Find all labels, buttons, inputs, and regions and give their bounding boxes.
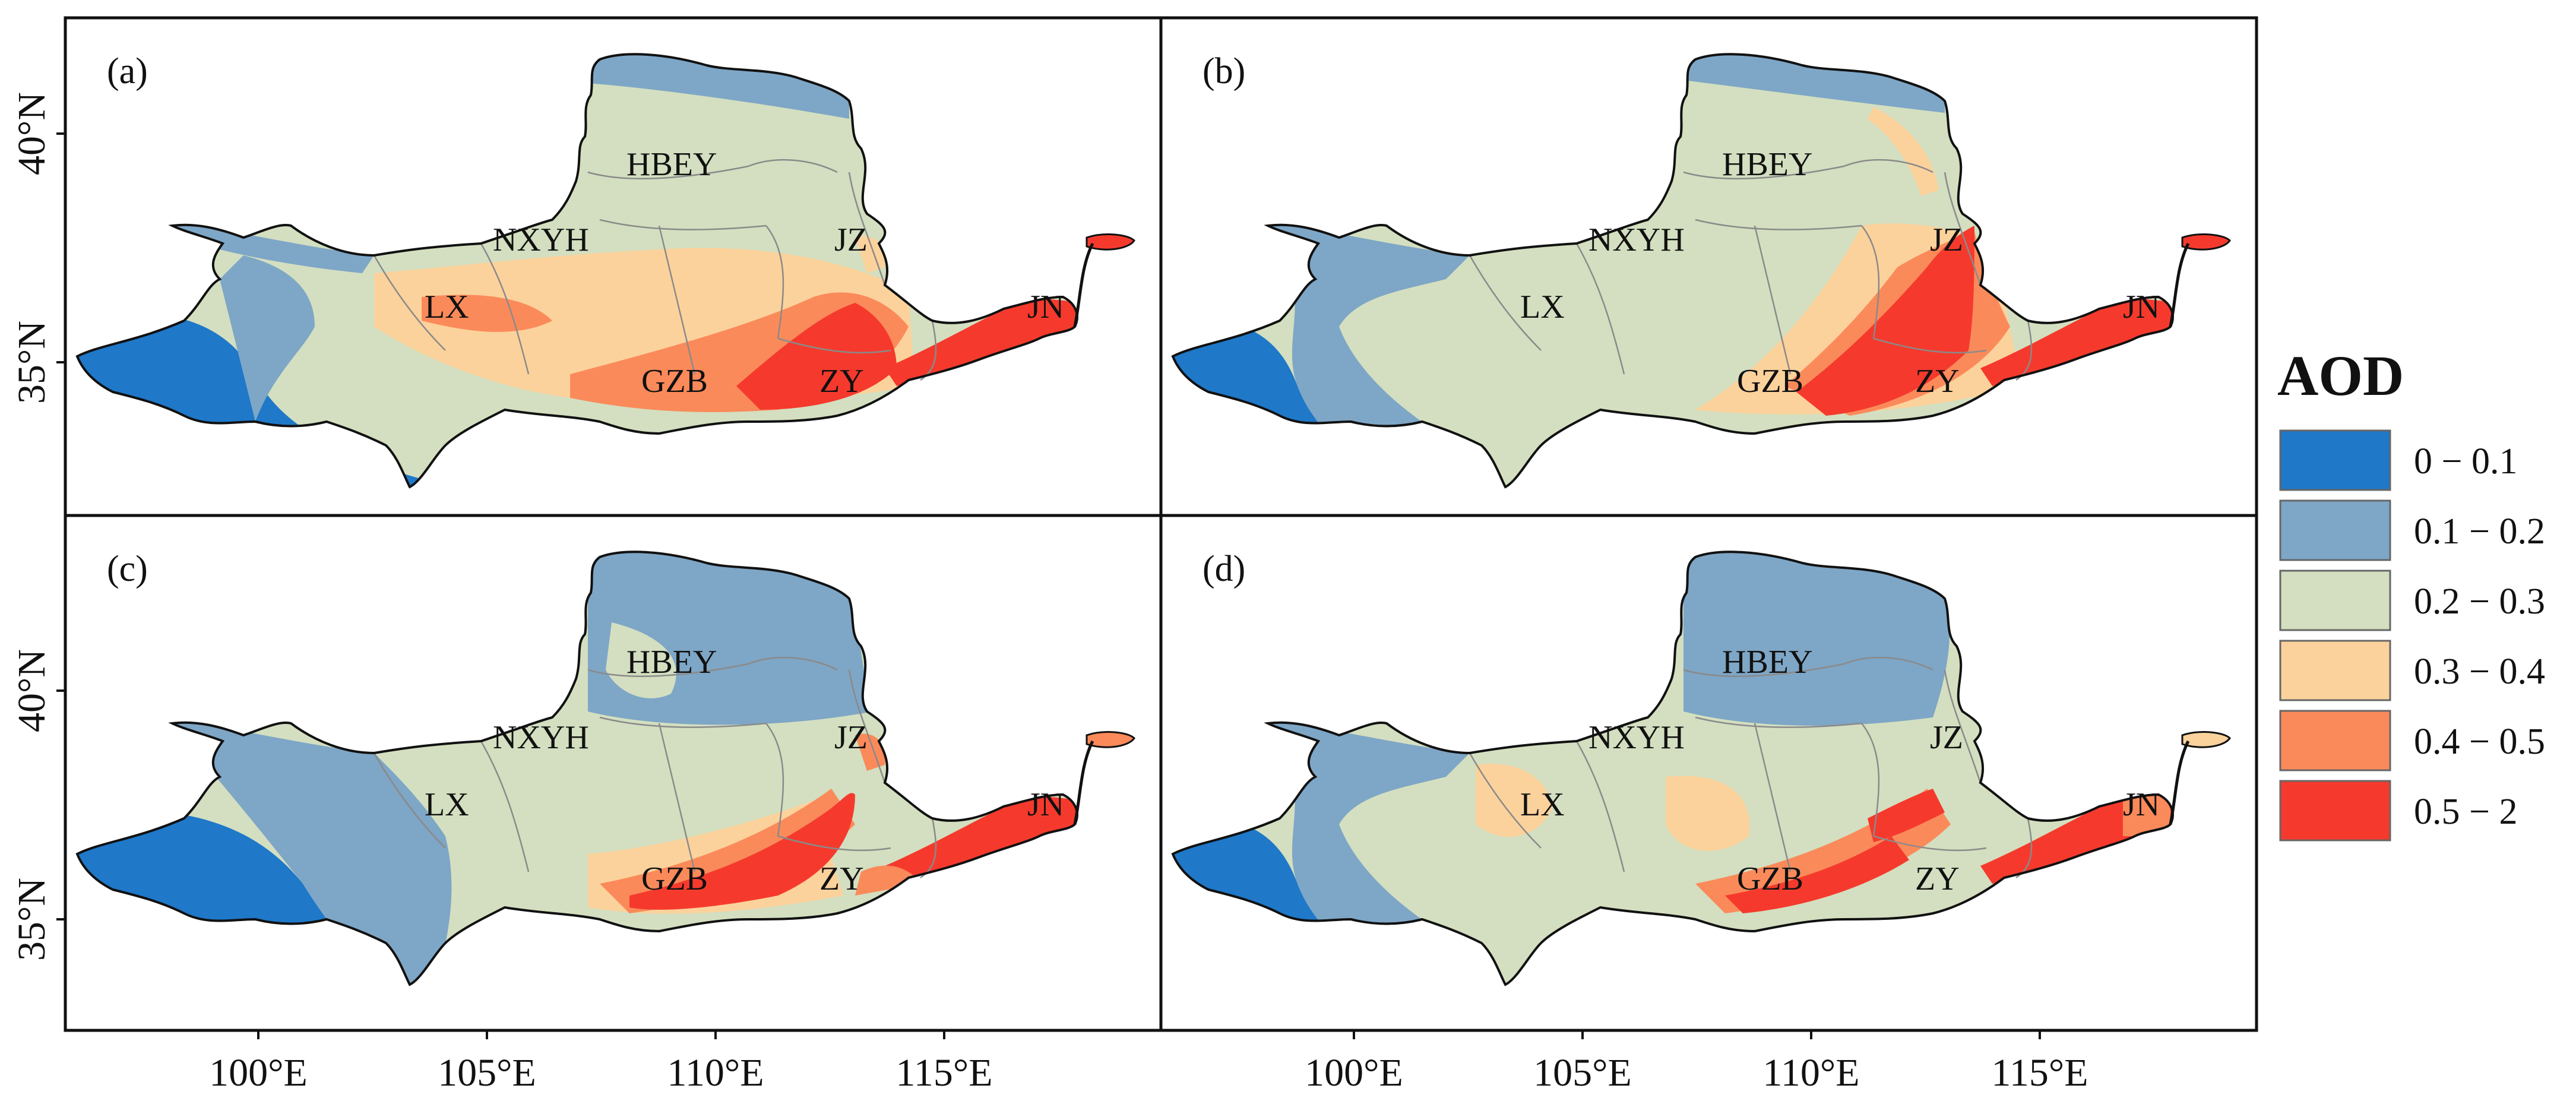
region-label-nxyh: NXYH xyxy=(493,719,589,756)
x-tick-label: 100°E xyxy=(209,1051,308,1094)
legend-label: 0.2 − 0.3 xyxy=(2414,581,2545,622)
region-label-nxyh: NXYH xyxy=(1588,222,1685,258)
region-label-lx: LX xyxy=(425,289,469,325)
region-label-gzb: GZB xyxy=(1737,861,1803,897)
region-label-zy: ZY xyxy=(1915,363,1960,400)
region-label-jz: JZ xyxy=(834,222,868,258)
legend-title: AOD xyxy=(2277,344,2404,407)
legend: AOD 0 − 0.1 0.1 − 0.2 0.2 − 0.3 0.3 − 0.4 0.… xyxy=(2277,344,2545,842)
legend-swatch xyxy=(2279,499,2391,561)
region-label-hbey: HBEY xyxy=(1722,146,1812,183)
x-tick-label: 110°E xyxy=(667,1051,764,1094)
region-label-jn: JN xyxy=(2123,786,2160,823)
x-tick-label: 110°E xyxy=(1762,1051,1859,1094)
y-axis: 40°N 35°N 40°N 35°N xyxy=(10,92,65,961)
legend-label: 0.1 − 0.2 xyxy=(2414,511,2545,552)
region-label-lx: LX xyxy=(1520,289,1565,325)
region-label-jn: JN xyxy=(1027,289,1064,325)
region-label-hbey: HBEY xyxy=(1722,644,1812,681)
x-axis: 100°E 105°E 110°E 115°E 100°E 105°E 110°… xyxy=(209,1030,2088,1094)
legend-swatch xyxy=(2279,570,2391,631)
region-label-hbey: HBEY xyxy=(626,146,717,183)
x-tick-label: 115°E xyxy=(1991,1051,2088,1094)
panel-label-d: (d) xyxy=(1202,549,1245,589)
region-label-jz: JZ xyxy=(834,719,868,756)
region-label-nxyh: NXYH xyxy=(493,222,589,258)
x-tick-label: 105°E xyxy=(1533,1051,1632,1094)
x-tick-label: 100°E xyxy=(1305,1051,1403,1094)
region-label-zy: ZY xyxy=(819,363,864,400)
region-label-gzb: GZB xyxy=(641,861,708,897)
region-label-jz: JZ xyxy=(1930,719,1963,756)
panel-c: (c) HBEY NXYH JZ LX GZB ZY JN xyxy=(76,549,1135,986)
panel-b: (b) HBEY NXYH JZ LX GZB ZY JN xyxy=(1172,51,2231,489)
x-tick-label: 105°E xyxy=(438,1051,536,1094)
region-label-jz: JZ xyxy=(1930,222,1963,258)
x-tick-label: 115°E xyxy=(895,1051,992,1094)
region-label-jn: JN xyxy=(1027,786,1064,823)
y-tick-label: 35°N xyxy=(10,321,53,404)
region-label-lx: LX xyxy=(425,786,469,823)
legend-label: 0.4 − 0.5 xyxy=(2414,722,2545,762)
region-label-jn: JN xyxy=(2123,289,2160,325)
y-tick-label: 40°N xyxy=(10,649,53,732)
legend-label: 0.5 − 2 xyxy=(2414,792,2517,832)
panel-label-b: (b) xyxy=(1202,51,1245,91)
panel-d: (d) HBEY NXYH JZ LX GZB ZY JN xyxy=(1172,549,2231,986)
y-tick-label: 40°N xyxy=(10,92,53,175)
legend-swatch xyxy=(2279,780,2391,842)
region-label-zy: ZY xyxy=(819,861,864,897)
region-label-hbey: HBEY xyxy=(626,644,717,681)
y-tick-label: 35°N xyxy=(10,878,53,961)
legend-label: 0.3 − 0.4 xyxy=(2414,651,2545,692)
region-label-gzb: GZB xyxy=(1737,363,1803,400)
legend-label: 0 − 0.1 xyxy=(2414,441,2517,482)
legend-swatch xyxy=(2279,429,2391,491)
legend-swatch xyxy=(2279,640,2391,701)
region-label-gzb: GZB xyxy=(641,363,708,400)
region-label-zy: ZY xyxy=(1915,861,1960,897)
panel-label-c: (c) xyxy=(107,549,148,589)
panel-a: (a) HBEY NXYH JZ LX GZB ZY JN xyxy=(76,51,1135,489)
region-label-nxyh: NXYH xyxy=(1588,719,1685,756)
region-label-lx: LX xyxy=(1520,786,1565,823)
panel-label-a: (a) xyxy=(107,51,148,91)
legend-swatch xyxy=(2279,710,2391,771)
